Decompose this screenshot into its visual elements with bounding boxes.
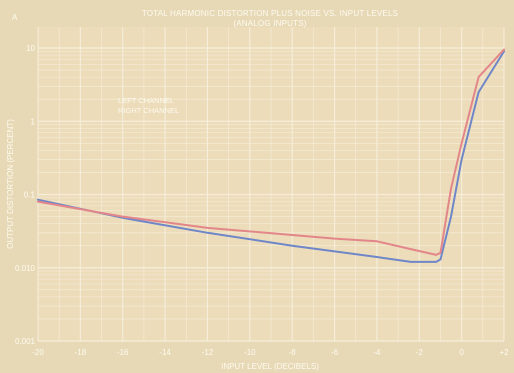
- series-layer: [37, 48, 505, 263]
- legend-right-channel: RIGHT CHANNEL: [118, 106, 179, 115]
- y-tick-label: 0.001: [15, 337, 36, 346]
- legend-left-channel: LEFT CHANNEL: [118, 96, 174, 105]
- grid: [37, 27, 505, 342]
- series-line-left-channel: [37, 50, 505, 263]
- x-tick-label: -10: [244, 348, 256, 357]
- y-tick-label: 10: [26, 44, 35, 53]
- chart-subtitle: (ANALOG INPUTS): [233, 19, 306, 28]
- y-tick-labels: 0.001 0.010 0.1 1 10: [15, 44, 36, 346]
- series-line-right-channel: [37, 48, 505, 256]
- x-tick-label: +2: [499, 348, 509, 357]
- x-tick-label: -6: [331, 348, 339, 357]
- x-tick-label: -8: [289, 348, 297, 357]
- y-axis-label: OUTPUT DISTORTION (PERCENT): [6, 119, 15, 249]
- x-tick-label: -16: [117, 348, 129, 357]
- y-tick-label: 0.1: [24, 191, 36, 200]
- y-tick-label: 0.010: [15, 264, 36, 273]
- panel-letter: A: [12, 13, 18, 22]
- legend: LEFT CHANNEL RIGHT CHANNEL: [118, 96, 179, 115]
- y-tick-label: 1: [31, 117, 36, 126]
- x-tick-label: -12: [202, 348, 214, 357]
- x-tick-label: -2: [416, 348, 424, 357]
- x-tick-label: 0: [459, 348, 464, 357]
- x-tick-labels: -20 -18 -16 -14 -12 -10 -8 -6 -4 -2 0 +2: [32, 348, 509, 357]
- x-tick-label: -18: [75, 348, 87, 357]
- x-tick-label: -20: [32, 348, 44, 357]
- chart-title: TOTAL HARMONIC DISTORTION PLUS NOISE VS.…: [142, 9, 398, 18]
- x-axis-label: INPUT LEVEL (DECIBELS): [221, 362, 319, 371]
- x-tick-label: -14: [159, 348, 171, 357]
- x-tick-label: -4: [373, 348, 381, 357]
